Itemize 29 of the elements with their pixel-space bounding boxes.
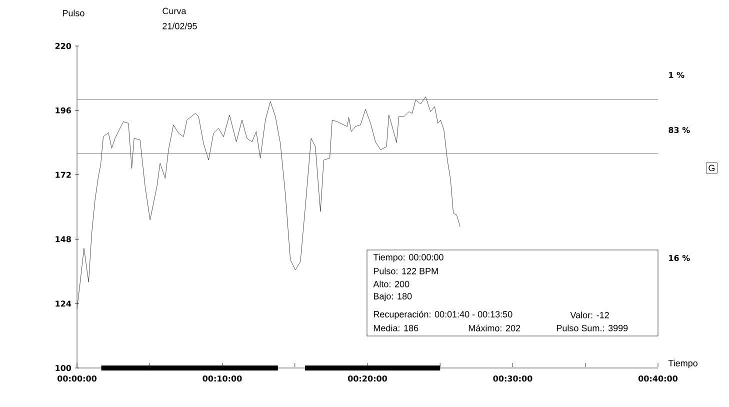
annotation: Tiempo: 00:00:00 — [373, 254, 444, 262]
annotation: Valor: -12 — [570, 312, 609, 318]
x-tick-label: 00:40:00 — [638, 376, 678, 382]
annotation: Bajo: 180 — [374, 292, 412, 302]
text: G — [708, 164, 715, 172]
y-tick-label: 172 — [56, 172, 71, 178]
chart-subtitle: 21/02/95 — [162, 22, 197, 30]
x-tick-label: 00:10:00 — [202, 376, 242, 382]
y-tick-label: 196 — [56, 107, 72, 114]
line-series — [76, 96, 460, 310]
annotation: Pulso Sum.: 3999 — [556, 324, 628, 332]
chart-title: Curva — [162, 8, 186, 14]
y-tick-label: 124 — [56, 300, 72, 307]
annotation: Recuperación: 00:01:40 - 00:13:50 — [374, 310, 512, 320]
x-tick-label: 00:00:00 — [57, 376, 97, 382]
annotation: Alto: 200 — [373, 280, 410, 288]
x-tick-label: 00:30:00 — [493, 376, 532, 382]
x-tick-label: 00:20:00 — [348, 376, 388, 382]
y-axis-title: Pulso — [62, 10, 84, 16]
y-tick-label: 220 — [55, 42, 72, 50]
annotation: Media: 186 — [374, 324, 418, 332]
y-tick-label: 100 — [56, 364, 72, 372]
text: 16 % — [669, 254, 690, 262]
text: 83 % — [668, 126, 690, 134]
text: 1 % — [669, 72, 684, 78]
annotation: Pulso: 122 BPM — [374, 268, 438, 274]
x-axis-title: Tiempo — [668, 360, 698, 368]
annotation: Máximo: 202 — [468, 324, 520, 332]
y-tick-label: 148 — [56, 236, 71, 242]
